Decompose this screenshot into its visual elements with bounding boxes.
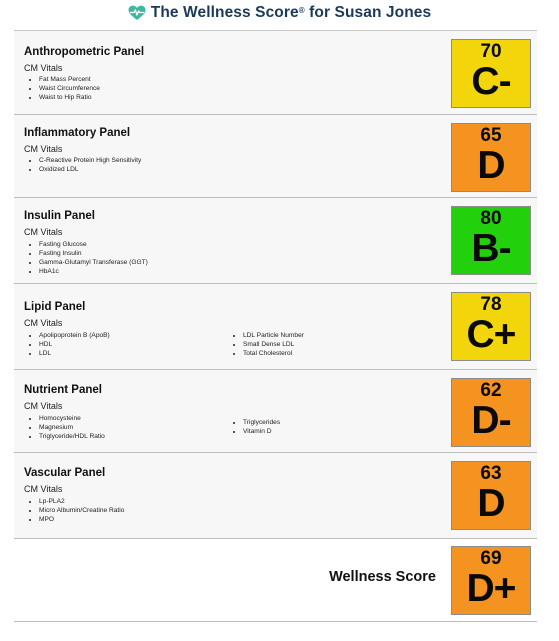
score-value: 63 — [480, 463, 502, 484]
panel-subtitle: CM Vitals — [24, 144, 63, 154]
list-item: C-Reactive Protein High Sensitivity — [39, 156, 141, 165]
panel-items: C-Reactive Protein High Sensitivity Oxid… — [26, 156, 141, 174]
score-value: 80 — [480, 208, 502, 229]
list-item: LDL Particle Number — [243, 331, 304, 340]
list-item: Homocysteine — [39, 414, 105, 423]
panel-subtitle: CM Vitals — [24, 227, 63, 237]
list-item: Triglycerides — [243, 418, 280, 427]
panel-items-col1: Homocysteine Magnesium Triglyceride/HDL … — [26, 414, 105, 441]
panel-nutrient: Nutrient Panel CM Vitals Homocysteine Ma… — [14, 370, 537, 453]
list-item: Fasting Glucose — [39, 240, 148, 249]
panel-items-col2: Triglycerides Vitamin D — [230, 418, 280, 436]
panel-subtitle: CM Vitals — [24, 401, 63, 411]
grade-letter: C- — [471, 60, 511, 103]
list-item: Apolipoprotein B (ApoB) — [39, 331, 110, 340]
list-item: Oxidized LDL — [39, 165, 141, 174]
grade-badge: 78 C+ — [451, 292, 531, 361]
panel-name: Insulin Panel — [24, 210, 95, 222]
list-item: Triglyceride/HDL Ratio — [39, 432, 105, 441]
grade-badge: 63 D — [451, 461, 531, 530]
panel-subtitle: CM Vitals — [24, 63, 63, 73]
panel-items-col2: LDL Particle Number Small Dense LDL Tota… — [230, 331, 304, 358]
list-item: Magnesium — [39, 423, 105, 432]
score-value: 62 — [480, 380, 502, 401]
list-item: MPO — [39, 515, 124, 524]
panel-name: Vascular Panel — [24, 467, 106, 479]
panel-subtitle: CM Vitals — [24, 484, 63, 494]
panel-subtitle: CM Vitals — [24, 318, 63, 328]
list-item: Fasting Insulin — [39, 249, 148, 258]
list-item: Waist to Hip Ratio — [39, 93, 100, 102]
list-item: Gamma-Glutamyl Transferase (GGT) — [39, 258, 148, 267]
panel-items-col1: Apolipoprotein B (ApoB) HDL LDL — [26, 331, 110, 358]
report-header: The Wellness Score® for Susan Jones — [0, 0, 559, 26]
list-item: Total Cholesterol — [243, 349, 304, 358]
grade-badge: 62 D- — [451, 378, 531, 447]
panel-lipid: Lipid Panel CM Vitals Apolipoprotein B (… — [14, 284, 537, 370]
list-item: Micro Albumin/Creatine Ratio — [39, 506, 124, 515]
report-title: The Wellness Score® for Susan Jones — [150, 4, 432, 22]
heart-pulse-icon — [128, 5, 146, 21]
grade-letter: B- — [471, 227, 511, 270]
list-item: HDL — [39, 340, 110, 349]
wellness-score-label: Wellness Score — [329, 569, 436, 585]
panel-list: Anthropometric Panel CM Vitals Fat Mass … — [14, 30, 537, 622]
panel-name: Inflammatory Panel — [24, 127, 131, 139]
panel-name: Lipid Panel — [24, 301, 86, 313]
list-item: Waist Circumference — [39, 84, 100, 93]
score-value: 70 — [480, 41, 502, 62]
score-value: 69 — [480, 548, 502, 569]
grade-letter: D+ — [466, 567, 517, 610]
panel-insulin: Insulin Panel CM Vitals Fasting Glucose … — [14, 198, 537, 284]
panel-anthropometric: Anthropometric Panel CM Vitals Fat Mass … — [14, 31, 537, 115]
list-item: Fat Mass Percent — [39, 75, 100, 84]
panel-items: Fasting Glucose Fasting Insulin Gamma-Gl… — [26, 240, 148, 276]
overall-wellness-score: Wellness Score 69 D+ — [14, 539, 537, 622]
grade-letter: C+ — [466, 313, 517, 356]
grade-badge: 80 B- — [451, 206, 531, 275]
list-item: Vitamin D — [243, 427, 280, 436]
panel-items: Lp-PLA2 Micro Albumin/Creatine Ratio MPO — [26, 497, 124, 524]
list-item: Small Dense LDL — [243, 340, 304, 349]
grade-letter: D — [477, 144, 505, 187]
panel-name: Nutrient Panel — [24, 384, 102, 396]
panel-items: Fat Mass Percent Waist Circumference Wai… — [26, 75, 100, 102]
list-item: LDL — [39, 349, 110, 358]
grade-letter: D — [477, 482, 505, 525]
panel-name: Anthropometric Panel — [24, 46, 145, 58]
panel-vascular: Vascular Panel CM Vitals Lp-PLA2 Micro A… — [14, 453, 537, 539]
overall-grade-badge: 69 D+ — [451, 546, 531, 615]
list-item: Lp-PLA2 — [39, 497, 124, 506]
grade-badge: 70 C- — [451, 39, 531, 108]
score-value: 78 — [480, 294, 502, 315]
panel-inflammatory: Inflammatory Panel CM Vitals C-Reactive … — [14, 115, 537, 198]
grade-badge: 65 D — [451, 123, 531, 192]
list-item: HbA1c — [39, 267, 148, 276]
score-value: 65 — [480, 125, 502, 146]
grade-letter: D- — [471, 399, 511, 442]
